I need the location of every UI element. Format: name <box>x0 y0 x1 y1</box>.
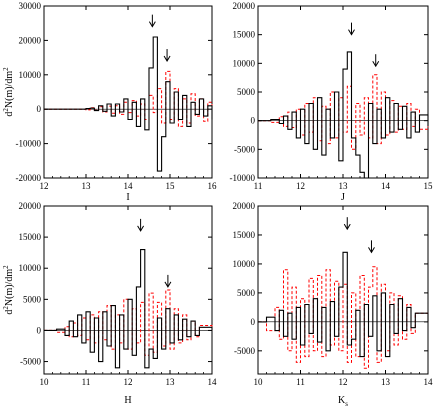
arrow-head <box>368 247 375 254</box>
y-tick-label: 15000 <box>233 230 256 240</box>
y-tick-label: 15000 <box>233 30 256 40</box>
y-tick-label: -5000 <box>234 346 255 356</box>
series-line-dashed <box>258 266 429 369</box>
arrow-annotation <box>163 49 171 63</box>
y-tick-label: 15000 <box>19 232 42 242</box>
x-tick-label: 15 <box>166 181 176 191</box>
x-tick-label: 13 <box>166 377 176 387</box>
arrow-annotation <box>368 240 375 254</box>
x-tick-label: 16 <box>208 181 218 191</box>
y-tick-label: 0 <box>37 325 42 335</box>
series-group <box>44 14 213 172</box>
panel-j: 11 12 13 14 15 -10000 -5000 0 5000 10000 15000 2000… <box>230 1 434 203</box>
y-tick-label: 10000 <box>233 259 256 269</box>
arrow-head <box>148 21 156 28</box>
y-tick-label: -10000 <box>16 139 42 149</box>
x-tick-label: 12 <box>124 377 133 387</box>
x-tick-label: 13 <box>339 181 349 191</box>
x-tick-label: 13 <box>381 377 391 387</box>
y-tick-label: -5000 <box>20 357 41 367</box>
y-tick-label: 20000 <box>19 35 42 45</box>
y-axis-title-superscript: 2 <box>2 265 10 269</box>
x-tick-label: 14 <box>424 377 434 387</box>
y-axis-title-part: d <box>4 112 15 117</box>
series-line-solid <box>258 251 429 358</box>
tick-group: 11 12 13 14 15 -10000 -5000 0 5000 10000 15000 2000… <box>230 1 434 191</box>
plot-frame <box>257 205 429 375</box>
series-line-solid <box>44 249 213 369</box>
y-tick-label: 5000 <box>237 288 256 298</box>
y-tick-label: 0 <box>251 317 256 327</box>
x-tick-label: 11 <box>254 181 263 191</box>
x-axis-title: Ks <box>338 395 348 408</box>
x-tick-label: 12 <box>296 181 305 191</box>
x-tick-label: 10 <box>254 377 264 387</box>
arrow-annotation <box>137 218 145 232</box>
y-tick-label: 20000 <box>233 201 256 211</box>
plot-frame <box>43 5 213 179</box>
tick-group: 10 11 12 13 14 -5000 0 5000 10000 15000 20000 <box>233 201 434 387</box>
x-axis-title-subscript: s <box>345 400 348 408</box>
arrow-annotation <box>348 22 355 36</box>
series-line-solid <box>258 51 429 179</box>
series-group <box>44 218 213 369</box>
x-tick-label: 10 <box>40 377 50 387</box>
arrow-head <box>163 55 171 63</box>
arrow-head <box>372 60 380 68</box>
y-tick-label: -20000 <box>16 173 42 183</box>
y-axis-title-part: d <box>4 310 15 315</box>
tick-group: 10 11 12 13 14 -5000 0 5000 10000 15000 20000 <box>19 201 218 387</box>
series-group <box>258 22 429 179</box>
x-axis-title: J <box>341 192 345 203</box>
x-axis-title-main: K <box>338 395 346 406</box>
x-tick-label: 14 <box>208 377 218 387</box>
x-tick-label: 14 <box>381 181 391 191</box>
arrow-head <box>343 223 351 231</box>
series-group <box>258 217 429 369</box>
y-tick-label: 20000 <box>19 201 42 211</box>
arrow-head <box>348 29 355 36</box>
x-tick-label: 12 <box>339 377 348 387</box>
panel-i: 12 13 14 15 16 -20000 -10000 0 10000 20000 30000 I… <box>2 1 217 203</box>
arrow-annotation <box>372 54 380 68</box>
y-tick-label: 30000 <box>19 1 42 11</box>
x-tick-label: 11 <box>296 377 305 387</box>
x-axis-title: H <box>124 395 131 406</box>
arrow-annotation <box>148 14 156 28</box>
y-axis-title: d2N(m)/dm2 <box>2 265 15 315</box>
x-tick-label: 12 <box>40 181 49 191</box>
y-axis-title-superscript: 2 <box>2 67 10 71</box>
x-axis-title: I <box>126 192 129 203</box>
y-tick-label: 10000 <box>19 70 42 80</box>
arrow-annotation <box>343 217 351 231</box>
x-tick-label: 15 <box>424 181 434 191</box>
x-tick-label: 11 <box>82 377 91 387</box>
panel-ks: 10 11 12 13 14 -5000 0 5000 10000 15000 20000 Ks <box>233 201 434 408</box>
x-tick-label: 14 <box>124 181 134 191</box>
y-tick-label: -10000 <box>230 173 256 183</box>
series-line-dashed <box>258 74 429 150</box>
y-axis-title-part: N(m)/dm <box>4 71 15 108</box>
y-tick-label: 0 <box>251 116 256 126</box>
y-tick-label: 10000 <box>233 58 256 68</box>
y-tick-label: 5000 <box>237 87 256 97</box>
y-axis-title-superscript: 2 <box>2 306 10 310</box>
y-axis-title: d2N(m)/dm2 <box>2 67 15 117</box>
arrow-annotation <box>164 274 172 288</box>
y-tick-label: 20000 <box>233 1 256 11</box>
y-tick-label: 10000 <box>19 263 42 273</box>
arrow-head <box>137 225 145 232</box>
series-line-solid <box>44 36 213 172</box>
y-tick-label: -5000 <box>234 144 255 154</box>
arrow-head <box>164 281 172 288</box>
y-tick-label: 5000 <box>23 294 42 304</box>
x-tick-label: 13 <box>82 181 92 191</box>
tick-group: 12 13 14 15 16 -20000 -10000 0 10000 20000 30000 <box>16 1 218 191</box>
y-axis-title-superscript: 2 <box>2 108 10 112</box>
y-tick-label: 0 <box>37 104 42 114</box>
y-axis-title-part: N(m)/dm <box>4 269 15 306</box>
